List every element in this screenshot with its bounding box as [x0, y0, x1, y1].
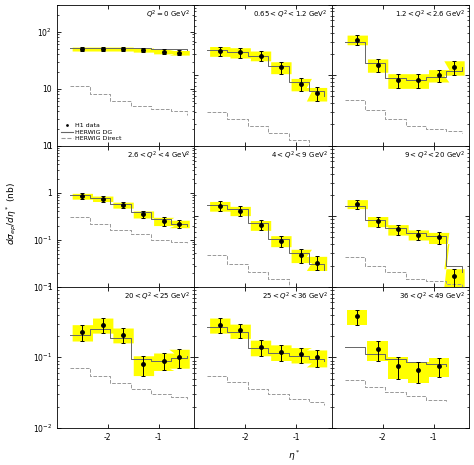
Text: $4 < Q^2 < 9$ GeV$^2$: $4 < Q^2 < 9$ GeV$^2$: [271, 150, 328, 162]
Text: $36 < Q^2 < 49$ GeV$^2$: $36 < Q^2 < 49$ GeV$^2$: [400, 291, 465, 303]
Text: $9 < Q^2 < 20$ GeV$^2$: $9 < Q^2 < 20$ GeV$^2$: [404, 150, 465, 162]
Text: $25 < Q^2 < 36$ GeV$^2$: $25 < Q^2 < 36$ GeV$^2$: [262, 291, 328, 303]
Text: $d\sigma_{ep}/d\eta^*$ (nb): $d\sigma_{ep}/d\eta^*$ (nb): [5, 182, 19, 246]
Text: $0.65 < Q^2 < 1.2$ GeV$^2$: $0.65 < Q^2 < 1.2$ GeV$^2$: [254, 9, 328, 21]
Text: $2.6 < Q^2 < 4$ GeV$^2$: $2.6 < Q^2 < 4$ GeV$^2$: [127, 150, 190, 162]
Text: $1.2 < Q^2 < 2.6$ GeV$^2$: $1.2 < Q^2 < 2.6$ GeV$^2$: [395, 9, 465, 21]
Text: $Q^2 = 0$ GeV$^2$: $Q^2 = 0$ GeV$^2$: [146, 9, 190, 21]
Text: $\eta^*$: $\eta^*$: [288, 448, 300, 463]
Text: $20 < Q^2 < 25$ GeV$^2$: $20 < Q^2 < 25$ GeV$^2$: [125, 291, 190, 303]
Legend: H1 data, HERWIG DG, HERWIG Direct: H1 data, HERWIG DG, HERWIG Direct: [60, 121, 123, 143]
